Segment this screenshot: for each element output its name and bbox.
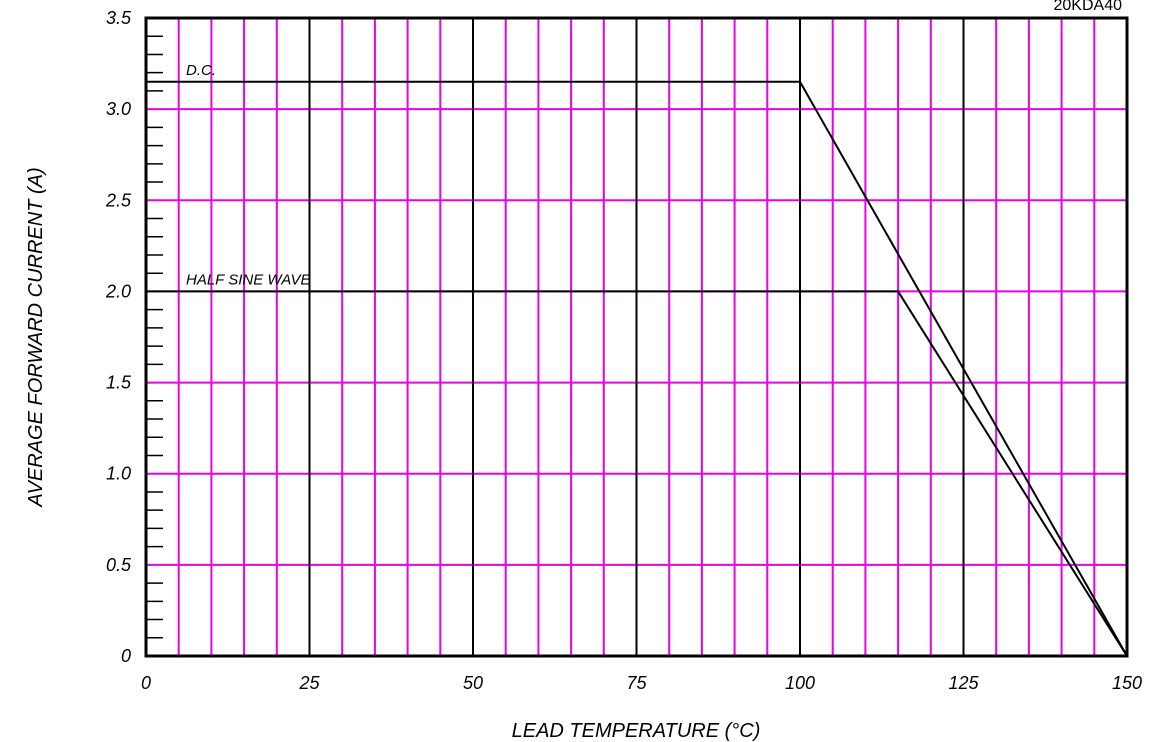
x-tick-labels: 0 25 50 75 100 125 150 — [141, 673, 1142, 693]
x-tick-label: 125 — [948, 673, 979, 693]
series-label: D.C. — [186, 62, 216, 79]
x-axis-title: LEAD TEMPERATURE (°C) — [512, 720, 761, 742]
y-tick-label: 1.5 — [106, 373, 132, 393]
series-lines — [146, 80, 1128, 657]
x-tick-label: 50 — [463, 673, 483, 693]
figure-id: 20KDA40 — [1054, 0, 1123, 14]
y-tick-label: 2.5 — [105, 190, 132, 210]
y-tick-label: 2.0 — [105, 281, 131, 301]
x-tick-label: 100 — [785, 673, 815, 693]
y-tick-label: 3.5 — [106, 8, 132, 28]
y-axis-title: AVERAGE FORWARD CURRENT (A) — [25, 167, 47, 507]
plot-frame — [144, 16, 1129, 658]
x-tick-label: 150 — [1112, 673, 1142, 693]
x-tick-label: 25 — [298, 673, 320, 693]
series-label: HALF SINE WAVE — [186, 271, 311, 288]
y-tick-label: 0 — [121, 646, 131, 666]
major-grid — [308, 18, 965, 656]
series-line — [146, 290, 1128, 657]
y-minor-ticks — [146, 35, 163, 639]
x-tick-label: 75 — [626, 673, 647, 693]
series-labels: D.C. HALF SINE WAVE — [186, 62, 311, 289]
y-tick-label: 0.5 — [106, 555, 132, 575]
series-line — [146, 80, 1128, 657]
y-tick-labels: 0 0.5 1.0 1.5 2.0 2.5 3.0 3.5 — [105, 8, 132, 666]
x-tick-label: 0 — [141, 673, 151, 693]
y-tick-label: 1.0 — [106, 464, 131, 484]
y-tick-label: 3.0 — [106, 99, 131, 119]
